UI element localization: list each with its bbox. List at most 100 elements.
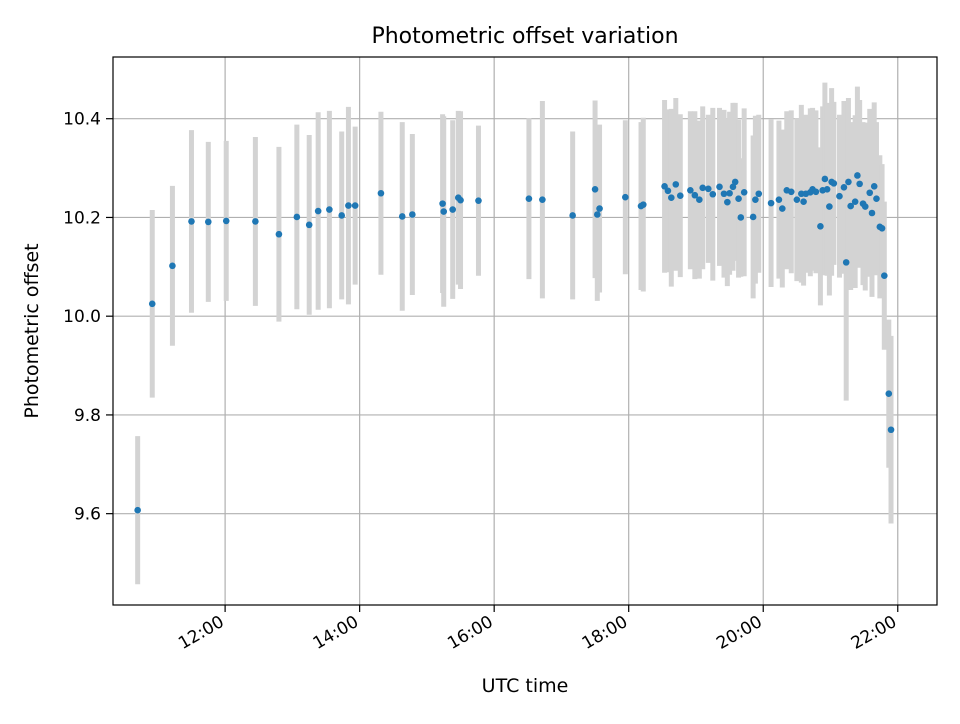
data-point — [887, 426, 895, 434]
y-tick-label: 9.6 — [74, 505, 101, 525]
data-point — [812, 188, 820, 196]
data-point — [726, 189, 733, 197]
data-point — [737, 214, 745, 221]
data-point — [749, 213, 757, 221]
data-point — [169, 262, 176, 270]
data-point — [188, 218, 195, 225]
data-point — [457, 196, 464, 204]
x-tick-label: 22:00 — [848, 612, 900, 654]
data-point — [222, 217, 230, 225]
data-point — [326, 206, 333, 213]
y-tick-label: 9.8 — [74, 406, 101, 426]
data-point — [873, 195, 880, 202]
data-point — [861, 203, 869, 210]
data-point — [817, 223, 824, 230]
data-point — [870, 183, 878, 190]
data-point — [709, 190, 717, 198]
data-point — [836, 192, 843, 200]
data-point — [398, 213, 406, 220]
data-point — [664, 187, 672, 195]
data-point — [699, 184, 706, 192]
data-point — [275, 230, 283, 238]
y-tick-label: 10.2 — [63, 208, 101, 228]
data-point — [881, 272, 888, 280]
data-point — [596, 205, 603, 212]
data-point — [847, 202, 854, 210]
data-point — [755, 190, 763, 198]
x-tick-label: 14:00 — [310, 612, 362, 654]
errorbar-layer — [135, 82, 894, 585]
data-point — [885, 390, 893, 397]
data-point — [778, 205, 786, 212]
data-point — [672, 181, 680, 188]
data-point — [148, 300, 156, 308]
x-axis: 12:00 14:00 16:00 18:00 20:00 22:00 — [175, 605, 900, 654]
x-tick-label: 12:00 — [175, 612, 227, 654]
data-point — [338, 212, 346, 219]
data-point — [866, 189, 874, 197]
data-point — [821, 175, 829, 183]
data-point — [594, 211, 601, 218]
data-point — [740, 188, 748, 196]
data-point — [377, 189, 385, 197]
data-point — [134, 506, 141, 514]
data-point — [724, 198, 731, 206]
x-tick-label: 18:00 — [579, 612, 631, 654]
data-point — [449, 206, 456, 213]
data-point — [720, 190, 728, 198]
data-point — [622, 193, 629, 201]
data-point — [704, 185, 712, 193]
data-point — [639, 201, 647, 208]
data-point — [716, 183, 723, 191]
chart-title: Photometric offset variation — [371, 24, 678, 49]
plot-frame — [112, 56, 938, 606]
data-point — [856, 180, 863, 188]
data-point — [440, 208, 448, 215]
data-point — [767, 199, 775, 207]
data-point — [351, 202, 359, 209]
data-point — [252, 218, 259, 225]
data-point — [668, 194, 675, 202]
x-axis-label: UTC time — [482, 675, 569, 697]
data-point — [314, 207, 322, 215]
data-point — [775, 196, 783, 203]
data-point — [854, 172, 861, 179]
data-point — [525, 195, 533, 202]
data-point — [569, 212, 576, 219]
x-tick-label: 16:00 — [444, 612, 496, 654]
data-point — [878, 225, 886, 232]
data-point — [826, 203, 833, 210]
data-point — [830, 180, 838, 187]
data-point — [696, 196, 703, 203]
x-tick-label: 20:00 — [713, 612, 765, 654]
data-point — [752, 196, 759, 203]
data-point — [676, 192, 684, 200]
y-axis: 9.6 9.8 10.0 10.2 10.4 — [63, 110, 113, 525]
data-point — [729, 183, 737, 191]
data-point — [851, 198, 859, 205]
data-point — [687, 186, 694, 194]
data-point — [591, 186, 599, 193]
data-point — [475, 197, 482, 204]
data-point — [539, 196, 546, 203]
data-point — [293, 213, 301, 221]
data-point — [868, 209, 876, 217]
data-point — [409, 211, 416, 218]
point-layer — [134, 172, 895, 514]
data-point — [800, 198, 807, 205]
data-point — [731, 178, 739, 186]
data-point — [840, 184, 848, 191]
data-point — [842, 259, 850, 266]
data-point — [439, 200, 446, 207]
y-tick-label: 10.4 — [63, 110, 101, 130]
y-axis-label: Photometric offset — [21, 243, 43, 418]
y-tick-label: 10.0 — [63, 307, 101, 327]
data-point — [204, 218, 212, 226]
data-point — [735, 195, 742, 202]
data-point — [845, 178, 852, 186]
data-point — [305, 221, 313, 229]
data-point — [691, 191, 699, 199]
data-point — [345, 202, 352, 209]
data-point — [823, 186, 831, 193]
